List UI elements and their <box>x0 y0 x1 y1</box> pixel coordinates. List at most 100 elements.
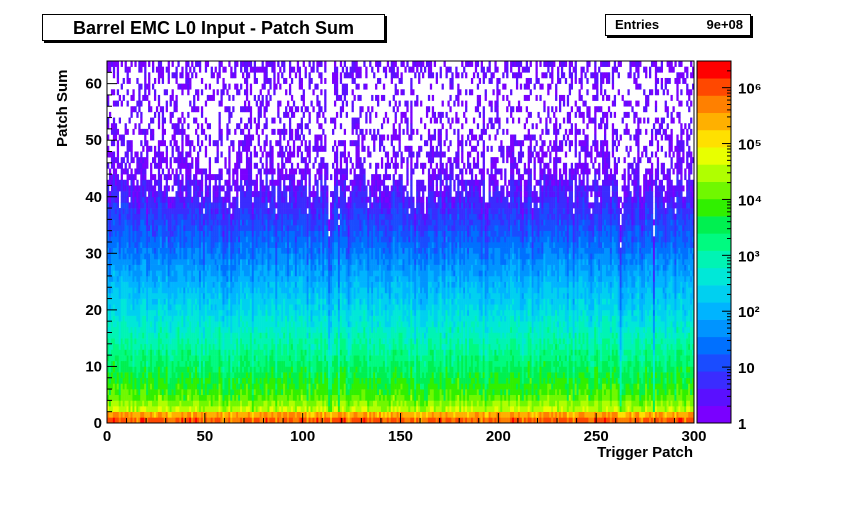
heatmap-cell <box>283 366 286 373</box>
heatmap-cell <box>543 349 546 356</box>
heatmap-cell <box>191 372 194 379</box>
heatmap-cell <box>169 343 172 350</box>
heatmap-cell <box>578 394 581 401</box>
heatmap-cell <box>605 417 609 424</box>
heatmap-cell <box>320 383 323 390</box>
heatmap-cell <box>330 389 333 396</box>
heatmap-cell <box>175 326 178 333</box>
heatmap-cell <box>613 389 617 396</box>
heatmap-cell <box>206 406 210 412</box>
heatmap-cell <box>298 355 302 362</box>
heatmap-cell <box>226 338 229 345</box>
heatmap-cell <box>167 343 170 350</box>
heatmap-cell <box>347 360 350 367</box>
heatmap-cell <box>602 355 605 362</box>
heatmap-cell <box>666 406 669 412</box>
heatmap-cell <box>394 411 397 418</box>
heatmap-cell <box>664 366 667 373</box>
heatmap-cell <box>527 372 530 379</box>
heatmap-cell <box>578 343 581 350</box>
heatmap-cell <box>541 343 544 350</box>
heatmap-cell <box>408 355 411 362</box>
heatmap-cell <box>422 394 425 401</box>
heatmap-cell <box>204 383 208 390</box>
heatmap-cell <box>107 383 110 390</box>
heatmap-cell <box>476 372 480 379</box>
heatmap-cell <box>373 343 376 350</box>
heatmap-cell <box>508 389 511 396</box>
heatmap-cell <box>275 383 278 390</box>
heatmap-cell <box>179 377 182 384</box>
heatmap-cell <box>611 360 615 367</box>
heatmap-cell <box>185 383 188 390</box>
heatmap-cell <box>236 332 239 339</box>
heatmap-cell <box>423 349 427 356</box>
heatmap-cell <box>267 326 270 333</box>
heatmap-cell <box>455 343 458 350</box>
heatmap-cell <box>318 406 321 412</box>
heatmap-cell <box>404 417 407 424</box>
heatmap-cell <box>557 355 560 362</box>
heatmap-cell <box>463 394 466 401</box>
heatmap-cell <box>635 343 638 350</box>
heatmap-cell <box>234 389 237 396</box>
heatmap-cell <box>249 349 253 356</box>
heatmap-cell <box>320 417 323 424</box>
heatmap-cell <box>189 406 192 412</box>
heatmap-cell <box>173 406 176 412</box>
heatmap-cell <box>416 332 419 339</box>
heatmap-cell <box>171 411 174 418</box>
heatmap-cell <box>204 355 208 362</box>
heatmap-cell <box>171 338 174 345</box>
heatmap-cell <box>324 377 327 384</box>
heatmap-cell <box>122 411 125 418</box>
heatmap-cell <box>521 332 525 339</box>
heatmap-cell <box>114 343 118 350</box>
heatmap-cell <box>664 338 667 345</box>
heatmap-cell <box>287 366 290 373</box>
heatmap-cell <box>163 394 166 401</box>
heatmap-cell <box>288 360 292 367</box>
heatmap-cell <box>656 338 660 345</box>
heatmap-cell <box>418 355 421 362</box>
heatmap-cell <box>112 411 116 418</box>
heatmap-cell <box>228 349 231 356</box>
heatmap-cell <box>441 355 444 362</box>
heatmap-cell <box>562 417 566 424</box>
heatmap-cell <box>410 343 413 350</box>
heatmap-cell <box>564 360 568 367</box>
heatmap-cell <box>639 343 642 350</box>
heatmap-cell <box>202 338 206 345</box>
heatmap-cell <box>449 326 452 333</box>
heatmap-cell <box>128 377 131 384</box>
heatmap-cell <box>468 383 472 390</box>
heatmap-cell <box>425 377 429 384</box>
heatmap-cell <box>116 338 120 345</box>
heatmap-cell <box>486 383 489 390</box>
heatmap-cell <box>523 355 527 362</box>
heatmap-cell <box>277 411 280 418</box>
heatmap-cell <box>140 383 143 390</box>
heatmap-cell <box>228 366 231 373</box>
heatmap-cell <box>198 400 202 407</box>
heatmap-cell <box>647 349 650 356</box>
heatmap-cell <box>678 343 681 350</box>
heatmap-cell <box>684 338 687 345</box>
heatmap-cell <box>263 411 266 418</box>
heatmap-cell <box>633 417 636 424</box>
heatmap-cell <box>116 360 120 367</box>
heatmap-cell <box>359 383 362 390</box>
heatmap-cell <box>398 383 401 390</box>
heatmap-cell <box>664 349 667 356</box>
heatmap-cell <box>605 360 609 367</box>
heatmap-cell <box>513 383 517 390</box>
heatmap-cell <box>455 349 458 356</box>
heatmap-cell <box>476 343 480 350</box>
heatmap-cell <box>253 372 257 379</box>
heatmap-cell <box>586 343 589 350</box>
heatmap-cell <box>500 349 503 356</box>
heatmap-cell <box>453 332 456 339</box>
heatmap-cell <box>506 417 509 424</box>
heatmap-cell <box>259 366 262 373</box>
heatmap-cell <box>208 377 212 384</box>
